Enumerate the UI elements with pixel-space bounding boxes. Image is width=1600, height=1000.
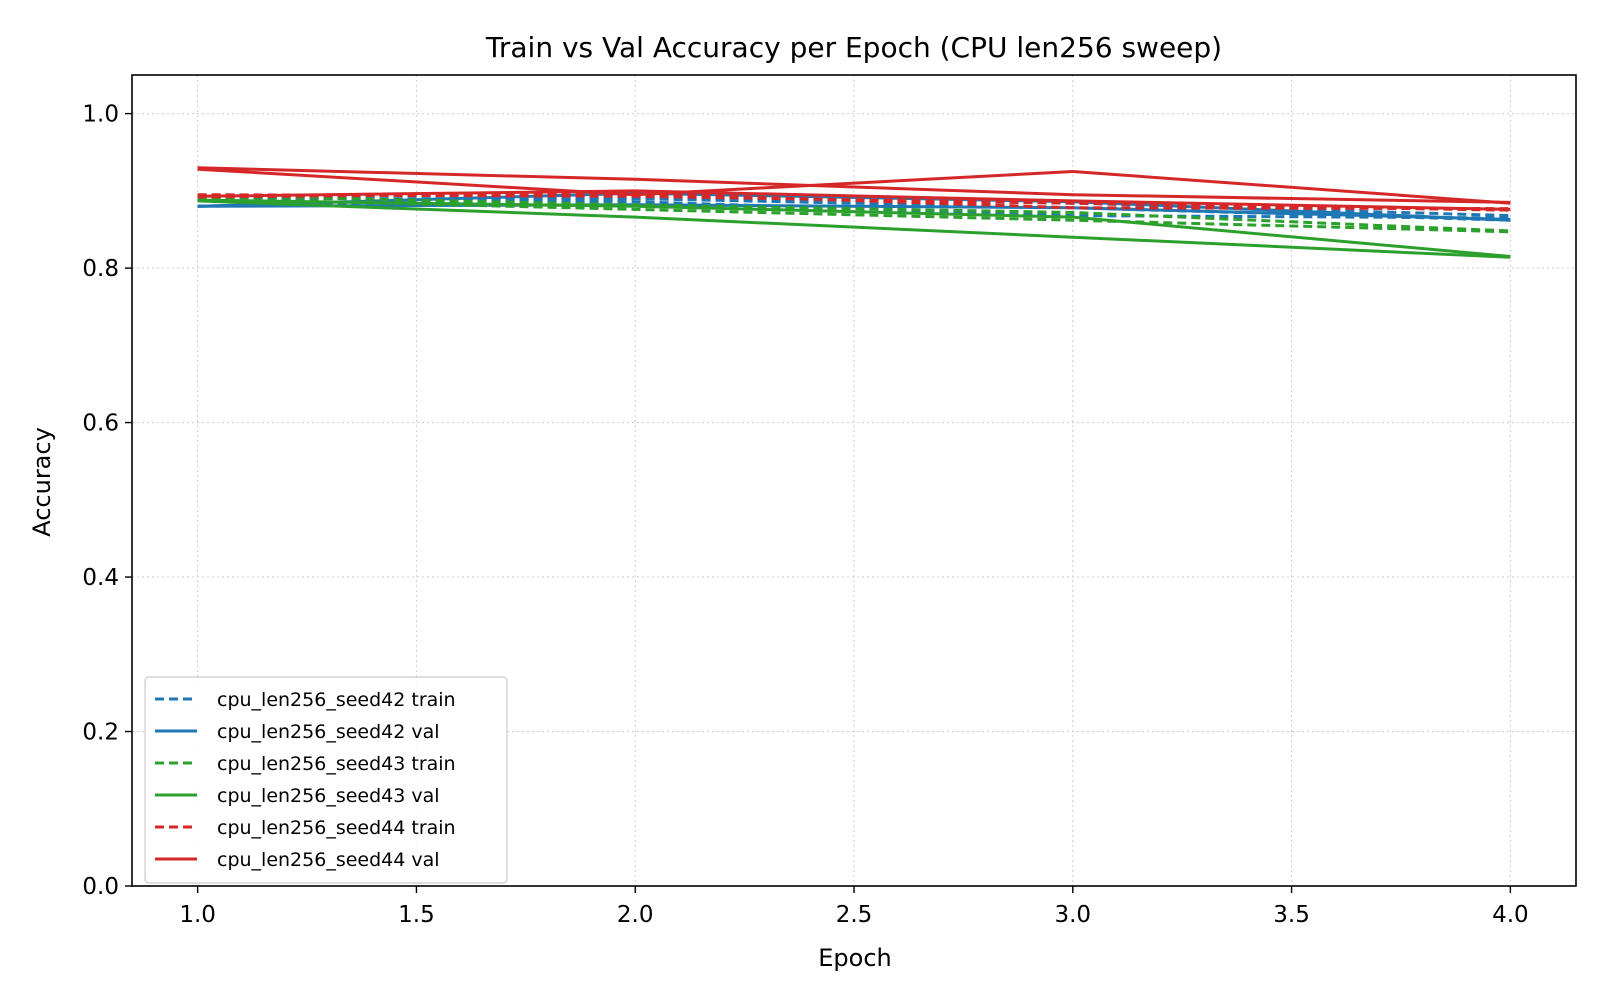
legend-entry-label: cpu_len256_seed44 val [217,849,440,871]
x-tick-label: 1.0 [179,902,216,928]
x-tick-label: 2.0 [617,902,654,928]
x-axis-label: Epoch [818,944,892,972]
x-tick-label: 3.0 [1054,902,1091,928]
series-line-5-run-2 [197,189,1511,211]
x-tick-label: 4.0 [1492,902,1529,928]
series-line-3-run-1 [197,199,1511,259]
legend-entry-label: cpu_len256_seed43 train [217,753,456,775]
chart-title: Train vs Val Accuracy per Epoch (CPU len… [485,31,1222,64]
x-tick-label: 3.5 [1273,902,1310,928]
x-tick-label: 1.5 [398,902,435,928]
x-tick-label: 2.5 [836,902,873,928]
legend-entry-label: cpu_len256_seed43 val [217,785,440,807]
y-tick-label: 1.0 [82,102,119,128]
y-tick-label: 0.8 [82,256,119,282]
y-tick-label: 0.0 [82,874,119,900]
legend-entry-label: cpu_len256_seed42 train [217,689,456,711]
legend: cpu_len256_seed42 train cpu_len256_seed42… [144,676,508,884]
y-axis-label: Accuracy [28,427,56,537]
x-axis-ticks: 1.0 1.5 2.0 2.5 3.0 3.5 4.0 [179,886,1529,928]
series-line-5-run-1 [197,167,1511,205]
legend-entry-label: cpu_len256_seed42 val [217,721,440,743]
series-line-5-run-0 [197,166,1511,204]
y-tick-label: 0.4 [82,565,119,591]
y-tick-label: 0.6 [82,411,119,437]
legend-entry-label: cpu_len256_seed44 train [217,817,456,839]
series-line-3-run-0 [197,198,1511,258]
series-line-1-run-0 [197,203,1511,221]
legend-box [144,676,508,884]
series-line-2-run-0 [197,194,1511,233]
y-tick-label: 0.2 [82,720,119,746]
series-lines [197,166,1511,259]
y-axis-ticks: 0.0 0.2 0.4 0.6 0.8 1.0 [82,102,132,900]
